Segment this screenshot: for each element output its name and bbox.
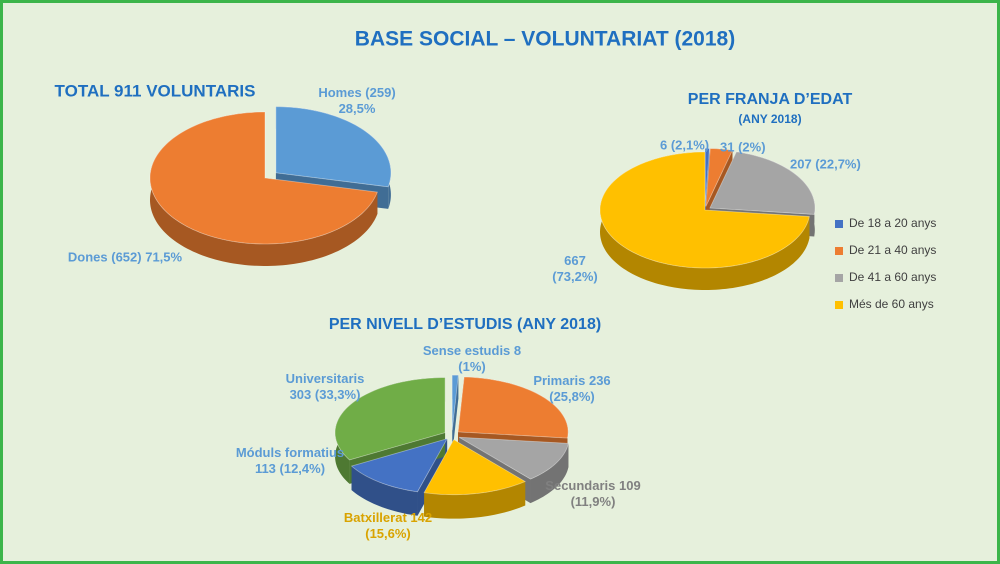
legend-swatch — [835, 301, 843, 309]
slice — [599, 151, 810, 269]
data-label: Batxillerat 142 (15,6%) — [344, 510, 432, 541]
data-label: 6 (2,1%) — [660, 137, 709, 152]
slice — [334, 377, 446, 461]
slice — [705, 148, 733, 207]
data-label: Móduls formatius 113 (12,4%) — [236, 445, 344, 476]
data-label: 667 (73,2%) — [552, 253, 598, 284]
legend-label: De 41 a 60 anys — [849, 270, 936, 284]
slice-side — [351, 466, 418, 516]
pie — [149, 106, 392, 266]
chart-subtitle: (ANY 2018) — [738, 112, 801, 126]
slice — [275, 106, 392, 188]
slice — [458, 436, 569, 480]
pie — [599, 147, 816, 290]
slice — [350, 438, 448, 493]
pie — [334, 374, 569, 519]
legend-label: De 18 a 20 anys — [849, 216, 936, 230]
slice — [704, 147, 710, 207]
legend-label: De 21 a 40 anys — [849, 243, 936, 257]
data-label: Sense estudis 8 (1%) — [423, 343, 521, 374]
slice-side — [424, 481, 526, 519]
data-label: Dones (652) 71,5% — [68, 249, 183, 264]
page-title: BASE SOCIAL – VOLUNTARIAT (2018) — [355, 28, 735, 51]
data-label: Homes (259) 28,5% — [318, 85, 395, 116]
chart-title: PER FRANJA D’EDAT — [688, 91, 853, 108]
slice — [451, 374, 459, 431]
data-label: Primaris 236 (25,8%) — [533, 373, 610, 404]
legend-swatch — [835, 247, 843, 255]
data-label: Secundaris 109 (11,9%) — [545, 478, 640, 509]
slice — [423, 439, 527, 496]
data-label: Universitaris 303 (33,3%) — [286, 371, 365, 402]
chart-title: TOTAL 911 VOLUNTARIS — [55, 81, 256, 100]
legend-label: Més de 60 anys — [849, 297, 934, 311]
legend-swatch — [835, 220, 843, 228]
slice-side — [530, 443, 569, 504]
data-label: 31 (2%) — [720, 139, 766, 154]
data-label: 207 (22,7%) — [790, 156, 861, 171]
chart-title: PER NIVELL D’ESTUDIS (ANY 2018) — [329, 316, 601, 333]
slice — [709, 151, 816, 215]
legend-swatch — [835, 274, 843, 282]
slice — [149, 111, 378, 245]
slice — [457, 376, 569, 439]
